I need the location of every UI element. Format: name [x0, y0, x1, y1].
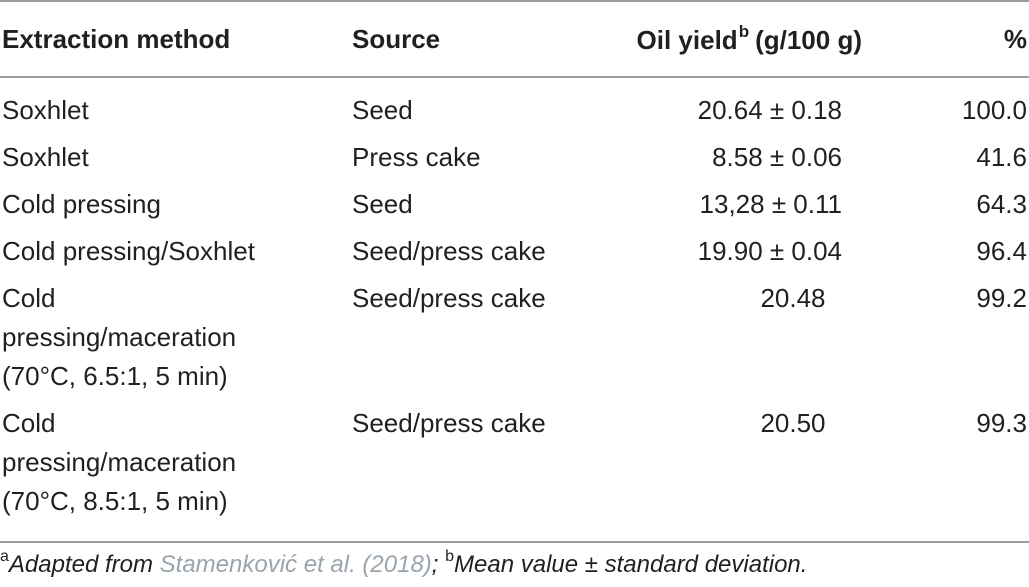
cell-source: Seed/press cake: [352, 396, 594, 543]
cell-oil-yield: 8.58 ± 0.06: [712, 142, 842, 172]
cell-method-line: (70°C, 6.5:1, 5 min): [2, 361, 228, 391]
cell-percent: 41.6: [976, 142, 1027, 172]
cell-method: Soxhlet: [2, 142, 89, 172]
table-row: Cold pressing/maceration (70°C, 8.5:1, 5 m…: [0, 396, 1029, 543]
data-table-container: Extraction method Source Oil yieldb (g/10…: [0, 0, 1029, 543]
table-body: Soxhlet Seed 20.64 ± 0.18 100.0 Soxhlet …: [0, 77, 1029, 543]
header-extraction-method: Extraction method: [0, 0, 352, 78]
cell-method: Soxhlet: [2, 95, 89, 125]
cell-percent: 64.3: [976, 189, 1027, 219]
cell-oil-yield: 13,28 ± 0.11: [699, 189, 842, 219]
cell-percent: 99.2: [976, 283, 1027, 313]
header-source: Source: [352, 0, 594, 78]
footnote-b-text: Mean value ± standard deviation.: [454, 551, 808, 578]
header-row: Extraction method Source Oil yieldb (g/10…: [0, 0, 1029, 78]
cell-method-line: Cold: [2, 408, 56, 438]
footnote-a-suffix: ;: [431, 551, 446, 578]
table-row: Cold pressing Seed 13,28 ± 0.11 64.3: [0, 177, 1029, 224]
header-oil-yield-label: Oil yield: [636, 25, 738, 55]
table-footnote: aAdapted from Stamenković et al. (2018);…: [0, 548, 807, 579]
cell-method: Cold pressing/Soxhlet: [2, 236, 255, 266]
cell-method-line: (70°C, 8.5:1, 5 min): [2, 486, 228, 516]
cell-source: Press cake: [352, 142, 481, 172]
header-percent: %: [862, 0, 1029, 78]
cell-method: Cold pressing/maceration (70°C, 6.5:1, 5 m…: [0, 271, 352, 396]
cell-percent: 99.3: [862, 396, 1029, 543]
table-header: Extraction method Source Oil yieldb (g/10…: [0, 0, 1029, 78]
header-oil-yield-unit: (g/100 g): [755, 25, 862, 55]
cell-source: Seed/press cake: [352, 236, 546, 266]
cell-source: Seed: [352, 189, 413, 219]
cell-oil-yield: 20.48: [760, 283, 826, 313]
table-row: Cold pressing/maceration (70°C, 6.5:1, 5 m…: [0, 271, 1029, 396]
citation-link[interactable]: Stamenković et al. (2018): [159, 551, 432, 578]
table-row: Cold pressing/Soxhlet Seed/press cake 19…: [0, 224, 1029, 271]
cell-oil-yield: 20.50: [594, 396, 862, 543]
cell-method-line: pressing/maceration: [2, 447, 237, 477]
cell-percent: 100.0: [961, 95, 1027, 125]
cell-method: Cold pressing/maceration (70°C, 8.5:1, 5 m…: [0, 396, 352, 543]
footnote-a-prefix: Adapted from: [8, 551, 160, 578]
cell-oil-yield: 20.64 ± 0.18: [697, 95, 842, 125]
header-oil-yield-footnote-mark: b: [738, 22, 750, 41]
footnote-mark-b: b: [445, 548, 455, 565]
table-row: Soxhlet Press cake 8.58 ± 0.06 41.6: [0, 130, 1029, 177]
cell-oil-yield: 19.90 ± 0.04: [697, 236, 842, 266]
table-row: Soxhlet Seed 20.64 ± 0.18 100.0: [0, 77, 1029, 130]
cell-method-line: pressing/maceration: [2, 322, 237, 352]
cell-source: Seed/press cake: [352, 283, 546, 313]
cell-method: Cold pressing: [2, 189, 161, 219]
cell-source: Seed: [352, 95, 413, 125]
footnote-mark-a: a: [0, 548, 9, 565]
cell-percent: 96.4: [976, 236, 1027, 266]
header-oil-yield: Oil yieldb (g/100 g): [594, 0, 862, 78]
oil-yield-table: Extraction method Source Oil yieldb (g/10…: [0, 0, 1029, 543]
cell-method-line: Cold: [2, 283, 56, 313]
